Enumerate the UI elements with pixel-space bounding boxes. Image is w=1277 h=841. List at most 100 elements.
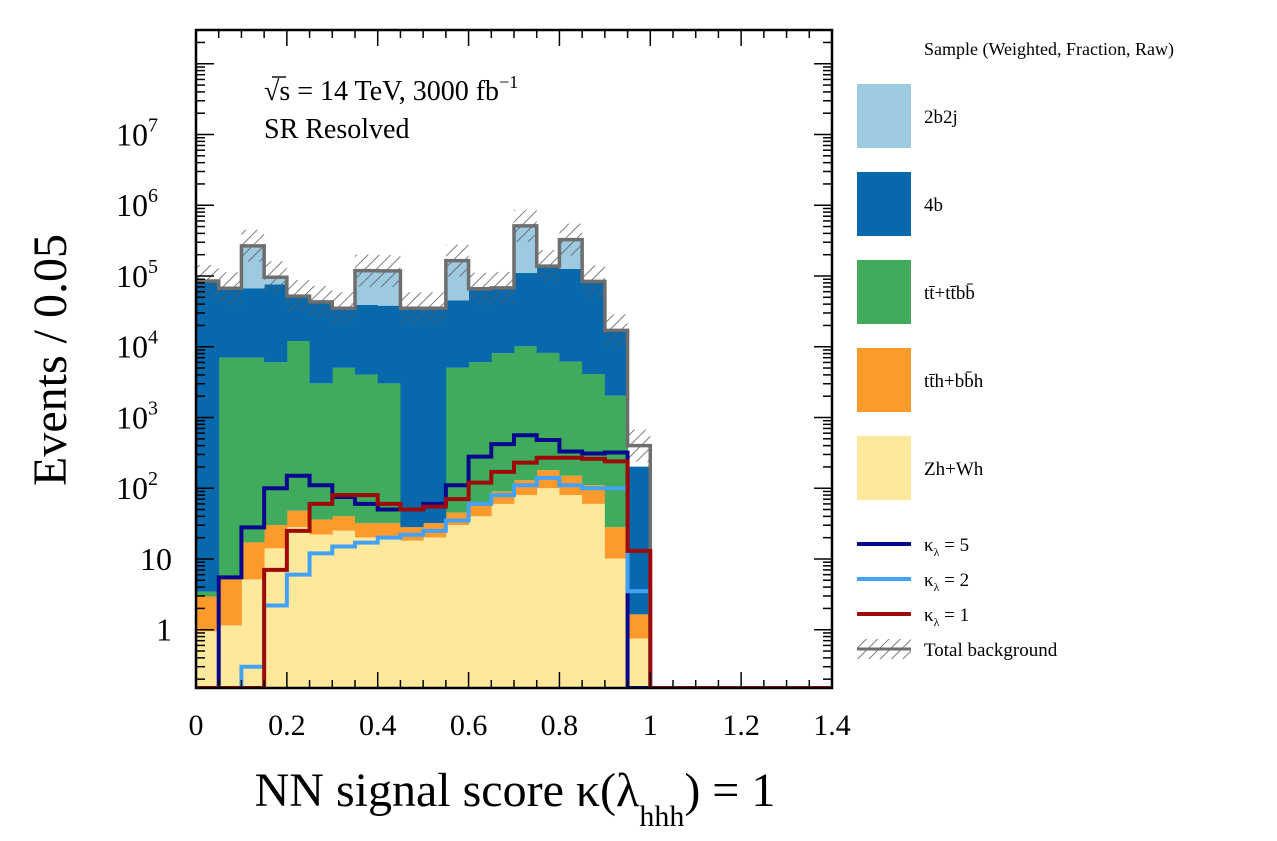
bar-zhwh-8 [377,537,401,688]
bar-zhwh-12 [468,516,492,688]
bar-tthbbh-4 [286,510,310,528]
bar-tthbbh-7 [355,523,379,538]
y-tick-label: 10 [140,541,172,577]
x-axis-label-tail: ) = 1 [684,764,775,817]
y-tick-label: 105 [116,256,158,294]
legend-entry-0-label: 2b2j [924,107,958,128]
total-background-step [196,224,653,688]
bar-ttttbb-3 [264,362,288,526]
bar-ttttbb-0 [196,591,220,597]
bar-4b-3 [264,284,288,363]
y-tick-label: 102 [116,468,158,506]
bar-zhwh-4 [286,527,310,688]
bar-tthbbh-1 [218,579,242,626]
bar-4b-0 [196,280,220,592]
x-tick-label: 0.8 [541,709,579,742]
signal-line-0 [196,433,832,688]
x-tick-label: 1.4 [813,709,851,742]
legend-entry-1-swatch [857,172,911,236]
x-tick-label: 0.6 [450,709,488,742]
bar-zhwh-13 [491,503,515,688]
bar-ttttbb-4 [286,341,310,511]
bar-zhwh-9 [400,540,424,688]
x-axis-label-sub: hhh [639,800,684,833]
stacked-bars [196,225,651,688]
bar-tthbbh-2 [241,542,265,580]
bar-4b-1 [218,288,242,358]
bar-4b-10 [423,308,447,524]
bar-tthbbh-5 [309,519,333,535]
bar-zhwh-10 [423,537,447,688]
y-tick-label: 106 [116,185,158,223]
x-tick-label: 0 [189,709,204,742]
bar-ttttbb-11 [445,367,469,513]
x-axis-label-main: NN signal score κ(λ [255,764,640,817]
bar-4b-16 [559,268,583,362]
bar-ttttbb-1 [218,357,242,580]
legend-entry-1-label: 4b [924,195,943,216]
axis-ticks [195,29,833,688]
legend-entry-0-swatch [857,84,911,148]
legend-entry-2-label: tt̄+tt̄bb̄ [924,283,975,304]
bar-ttttbb-6 [332,367,356,517]
y-tick-label: 1 [156,612,172,648]
bar-4b-14 [514,273,538,347]
bar-tthbbh-0 [196,596,220,632]
bar-4b-17 [582,281,606,375]
legend-entry-5-label: κλ = 5 [924,535,969,559]
bar-zhwh-18 [604,558,628,688]
y-tick-label: 104 [116,327,158,365]
signal-lines [196,433,832,688]
total-background-line [196,224,653,688]
bar-ttttbb-2 [241,357,265,543]
legend-title: Sample (Weighted, Fraction, Raw) [924,39,1174,60]
bar-ttttbb-14 [514,346,538,481]
legend-entry-4-label: Zh+Wh [924,459,984,480]
x-tick-labels: 0 0.2 0.4 0.6 0.8 1 1.2 1.4 [189,709,851,742]
x-tick-label: 0.2 [268,709,306,742]
bar-4b-7 [355,304,379,375]
bar-4b-9 [400,308,424,528]
bar-zhwh-16 [559,495,583,688]
x-axis-label: NN signal score κ(λhhh) = 1 [255,764,776,833]
bar-zhwh-14 [514,495,538,688]
plot-area [196,209,832,688]
x-tick-label: 0.4 [359,709,397,742]
bar-ttttbb-12 [468,362,492,504]
bar-tthbbh-12 [468,503,492,517]
legend-entry-6-label: κλ = 2 [924,570,969,594]
bar-zhwh-19 [627,638,651,688]
bar-zhwh-17 [582,503,606,688]
legend-entry-4-swatch [857,436,911,500]
bar-zhwh-15 [536,488,560,688]
bar-4b-2 [241,288,265,358]
y-axis-label: Events / 0.05 [24,234,77,486]
legend-entry-8-label: Total background [924,640,1058,661]
region-annotation: SR Resolved [264,114,409,145]
signal-line-2 [196,455,832,688]
bar-ttttbb-15 [536,352,560,471]
legend-entry-3-swatch [857,348,911,412]
bar-zhwh-7 [355,537,379,688]
bar-ttttbb-16 [559,361,583,476]
bar-tthbbh-3 [264,525,288,549]
bar-4b-18 [604,330,628,396]
bar-zhwh-3 [264,548,288,688]
bar-4b-11 [445,300,469,368]
bar-zhwh-11 [445,525,469,688]
legend-entry-3-label: tt̄h+bb̄h [924,371,984,392]
y-tick-label: 107 [116,114,158,152]
bar-tthbbh-14 [514,480,538,496]
bar-4b-8 [377,305,401,384]
x-tick-label: 1.2 [722,709,760,742]
bar-zhwh-1 [218,625,242,688]
legend: Sample (Weighted, Fraction, Raw) 2b2j 4b t… [857,39,1174,661]
energy-lumi-annotation: √s = 14 TeV, 3000 fb−1 [264,72,518,107]
bar-zhwh-2 [241,579,265,688]
bar-4b-15 [536,266,560,353]
bar-zhwh-5 [309,534,333,688]
bar-zhwh-6 [332,530,356,688]
signal-line-1 [196,475,832,688]
legend-entry-2-swatch [857,260,911,324]
